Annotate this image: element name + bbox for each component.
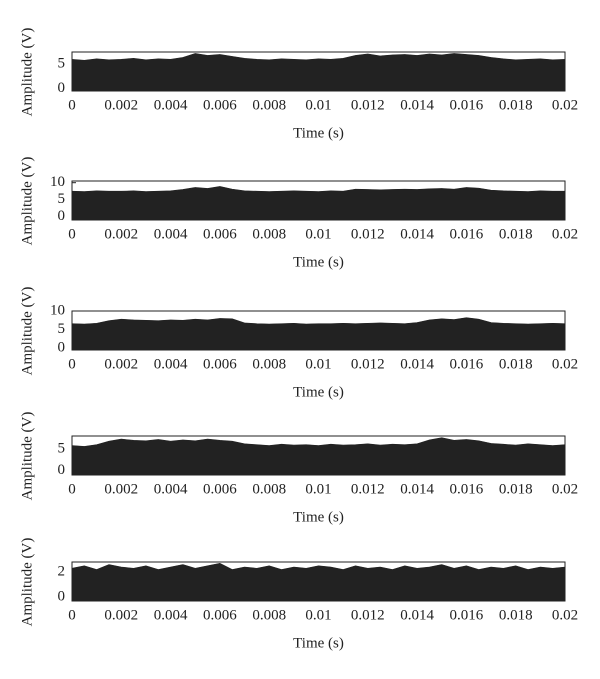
- x-tick-label: 0.008: [252, 607, 286, 623]
- x-axis-label: Time (s): [293, 254, 344, 270]
- x-tick-label: 0.01: [305, 481, 331, 497]
- y-tick-label: 5: [58, 191, 66, 207]
- x-tick-label: 0.012: [351, 226, 385, 242]
- y-axis-label: Amplitude (V): [19, 28, 35, 117]
- x-tick-label: 0.02: [552, 356, 578, 372]
- x-tick-label: 0.002: [104, 226, 138, 242]
- x-tick-label: 0.01: [305, 356, 331, 372]
- x-tick-label: 0: [68, 97, 76, 113]
- signal-area: [71, 53, 566, 92]
- x-tick-label: 0.012: [351, 481, 385, 497]
- signal-area: [71, 437, 566, 476]
- x-tick-label: 0.008: [252, 97, 286, 113]
- x-tick-label: 0.018: [499, 481, 533, 497]
- x-tick-label: 0: [68, 481, 76, 497]
- x-tick-label: 0.006: [203, 356, 237, 372]
- x-axis-label: Time (s): [293, 384, 344, 400]
- signal-area: [71, 186, 566, 221]
- x-tick-label: 0.01: [305, 226, 331, 242]
- x-tick-label: 0.004: [154, 97, 188, 113]
- x-tick-label: 0.018: [499, 97, 533, 113]
- y-tick-label: 5: [58, 56, 66, 72]
- x-tick-label: 0.018: [499, 226, 533, 242]
- x-tick-label: 0.002: [104, 356, 138, 372]
- y-axis-label: Amplitude (V): [19, 157, 35, 246]
- x-tick-label: 0.002: [104, 607, 138, 623]
- signal-area: [71, 562, 566, 602]
- x-tick-label: 0.012: [351, 607, 385, 623]
- x-tick-label: 0.008: [252, 481, 286, 497]
- x-tick-label: 0.008: [252, 226, 286, 242]
- x-tick-label: 0.006: [203, 226, 237, 242]
- x-tick-label: 0.02: [552, 226, 578, 242]
- x-tick-label: 0.01: [305, 607, 331, 623]
- x-tick-label: 0.014: [400, 226, 434, 242]
- x-tick-label: 0.02: [552, 481, 578, 497]
- x-tick-label: 0.002: [104, 481, 138, 497]
- y-tick-label: 5: [58, 321, 66, 337]
- x-tick-label: 0: [68, 226, 76, 242]
- x-tick-label: 0: [68, 356, 76, 372]
- x-tick-label: 0.004: [154, 356, 188, 372]
- subplot: 0 0.002 0.004 0.006 0.008 0.01 0.012 0.014 0.016…: [19, 287, 578, 401]
- subplot: 0 0.002 0.004 0.006 0.008 0.01 0.012 0.014 0.016…: [19, 538, 578, 652]
- x-axis-label: Time (s): [293, 635, 344, 651]
- x-tick-label: 0.016: [450, 97, 484, 113]
- x-tick-label: 0.02: [552, 97, 578, 113]
- x-tick-label: 0.004: [154, 607, 188, 623]
- x-tick-label: 0.016: [450, 607, 484, 623]
- x-axis-label: Time (s): [293, 509, 344, 525]
- y-axis-label: Amplitude (V): [19, 412, 35, 501]
- y-axis-label: Amplitude (V): [19, 287, 35, 376]
- x-tick-label: 0.008: [252, 356, 286, 372]
- signal-area: [71, 317, 566, 351]
- x-tick-label: 0.006: [203, 97, 237, 113]
- y-tick-label: 0: [58, 589, 66, 605]
- x-tick-label: 0.014: [400, 607, 434, 623]
- x-tick-label: 0.012: [351, 97, 385, 113]
- y-tick-label: 10: [50, 174, 65, 190]
- x-tick-label: 0.006: [203, 481, 237, 497]
- x-tick-label: 0.004: [154, 481, 188, 497]
- y-tick-label: 0: [58, 208, 66, 224]
- x-tick-label: 0.016: [450, 356, 484, 372]
- y-tick-label: 0: [58, 462, 66, 478]
- y-tick-label: 5: [58, 440, 66, 456]
- x-tick-label: 0.012: [351, 356, 385, 372]
- x-tick-label: 0.016: [450, 481, 484, 497]
- subplot: 0 0.002 0.004 0.006 0.008 0.01 0.012 0.014 0.016…: [19, 157, 578, 271]
- x-tick-label: 0.02: [552, 607, 578, 623]
- x-tick-label: 0.006: [203, 607, 237, 623]
- subplot: 0 0.002 0.004 0.006 0.008 0.01 0.012 0.014 0.016…: [19, 28, 578, 142]
- x-tick-label: 0: [68, 607, 76, 623]
- x-tick-label: 0.016: [450, 226, 484, 242]
- y-tick-label: 10: [50, 302, 65, 318]
- x-tick-label: 0.01: [305, 97, 331, 113]
- x-tick-label: 0.014: [400, 481, 434, 497]
- x-tick-label: 0.004: [154, 226, 188, 242]
- y-tick-label: 0: [58, 80, 66, 96]
- x-tick-label: 0.014: [400, 97, 434, 113]
- y-tick-label: 0: [58, 340, 66, 356]
- x-tick-label: 0.014: [400, 356, 434, 372]
- x-axis-label: Time (s): [293, 125, 344, 141]
- x-tick-label: 0.002: [104, 97, 138, 113]
- y-axis-label: Amplitude (V): [19, 538, 35, 627]
- y-tick-label: 2: [58, 564, 66, 580]
- x-tick-label: 0.018: [499, 607, 533, 623]
- subplot: 0 0.002 0.004 0.006 0.008 0.01 0.012 0.014 0.016…: [19, 412, 578, 526]
- x-tick-label: 0.018: [499, 356, 533, 372]
